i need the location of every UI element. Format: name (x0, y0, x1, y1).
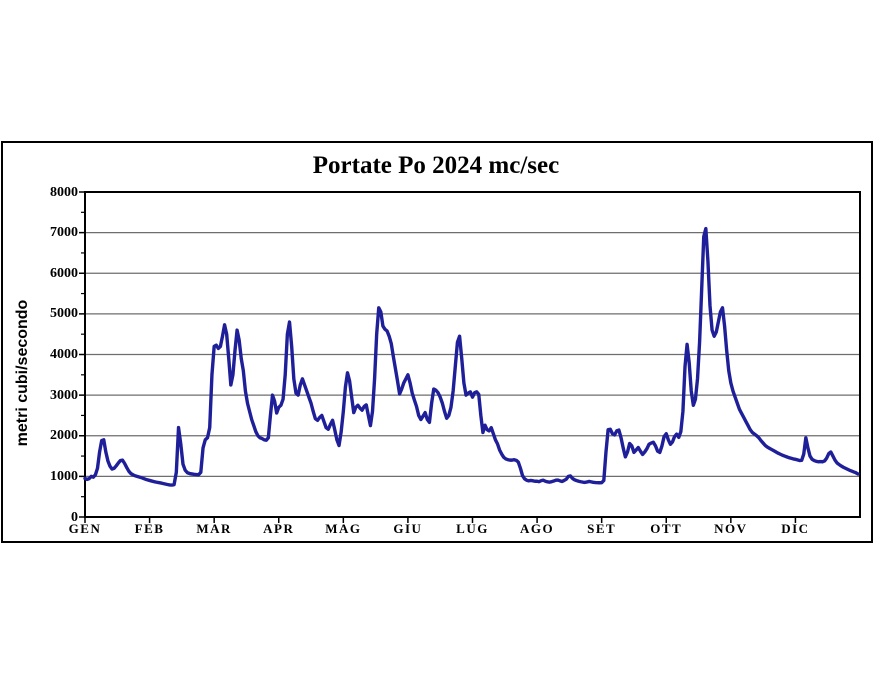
y-tick-label: 3000 (50, 387, 78, 403)
x-tick-label: GIU (393, 521, 423, 536)
flow-line (83, 226, 860, 487)
x-tick-label: FEB (134, 521, 165, 536)
chart-title: Portate Po 2024 mc/sec (312, 152, 560, 179)
x-tick-label: GEN (68, 521, 102, 536)
x-tick-label: MAR (196, 521, 232, 536)
x-tick-label: MAG (325, 521, 362, 536)
y-tick-label: 8000 (50, 184, 78, 200)
y-tick-label: 7000 (50, 225, 78, 241)
x-tick-label: DIC (781, 521, 810, 536)
plot-area (79, 191, 861, 523)
x-tick-label: AGO (520, 521, 555, 536)
y-tick-label: 0 (71, 509, 78, 525)
x-tick-label: OTT (650, 521, 683, 536)
y-tick-label: 6000 (50, 265, 78, 281)
y-tick-label: 5000 (50, 306, 78, 322)
y-tick-label: 2000 (50, 428, 78, 444)
x-tick-label: APR (263, 521, 295, 536)
x-tick-label: NOV (714, 521, 748, 536)
x-tick-label: LUG (456, 521, 489, 536)
y-tick-label: 4000 (50, 347, 78, 362)
y-tick-label: 1000 (50, 468, 78, 484)
x-tick-label: SET (587, 521, 617, 536)
